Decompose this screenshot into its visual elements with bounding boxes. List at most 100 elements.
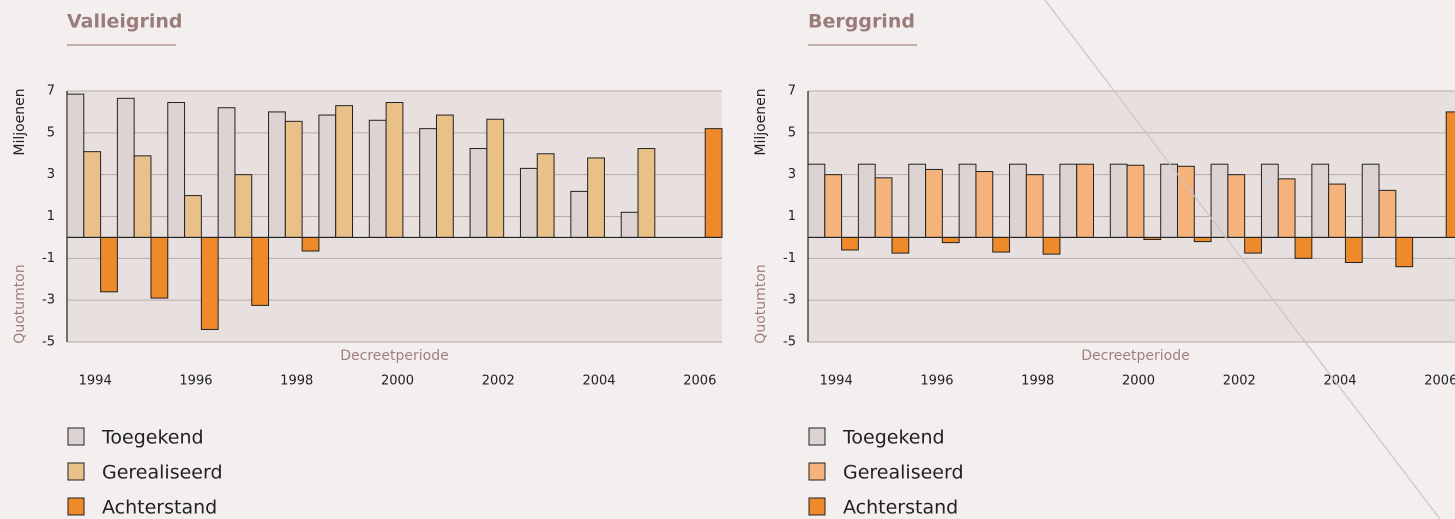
- x-tick-label: 2002: [1223, 374, 1256, 389]
- bar: [1294, 236, 1313, 259]
- legend-swatch: [67, 497, 85, 516]
- bar: [167, 102, 186, 238]
- bar: [419, 128, 437, 238]
- bar: [587, 157, 605, 238]
- x-tick-label: 1996: [179, 374, 212, 389]
- bar: [385, 102, 404, 238]
- bar: [368, 119, 387, 238]
- bar: [66, 93, 85, 238]
- legend-label: Gerealiseerd: [102, 462, 223, 484]
- bar: [908, 163, 927, 238]
- x-tick-label: 1998: [280, 374, 313, 389]
- y-axis-label: Miljoenen: [753, 88, 769, 155]
- bar: [486, 118, 505, 238]
- legend-swatch: [808, 497, 826, 516]
- bar: [1193, 236, 1212, 243]
- bar: [874, 177, 893, 238]
- decoration-line: [1044, 0, 1441, 519]
- bar: [1361, 163, 1380, 238]
- bar: [318, 114, 337, 238]
- bar: [1009, 163, 1027, 238]
- bar: [637, 148, 656, 238]
- x-tick-label: 1994: [79, 374, 112, 389]
- legend-label: Achterstand: [843, 497, 958, 519]
- y-tick-label: 5: [788, 125, 796, 140]
- bar: [184, 195, 202, 238]
- bar: [200, 236, 219, 330]
- bar: [536, 153, 555, 238]
- bar: [824, 174, 843, 238]
- bar: [435, 114, 454, 238]
- y-tick-label: -5: [783, 335, 796, 350]
- y-tick-label: -3: [42, 293, 55, 308]
- x-tick-label: 2000: [381, 374, 414, 389]
- y-tick-label: -3: [783, 293, 796, 308]
- chart-title: Valleigrind: [67, 11, 183, 33]
- y-axis-label-negative: Quotumton: [753, 264, 769, 343]
- bar: [1109, 163, 1128, 238]
- y-tick-label: 5: [47, 125, 55, 140]
- bar: [1160, 163, 1178, 238]
- x-axis-label: Decreetperiode: [1081, 348, 1189, 364]
- bar: [519, 167, 538, 238]
- y-tick-label: 7: [788, 84, 796, 99]
- bar: [100, 236, 118, 293]
- y-tick-label: -5: [42, 335, 55, 350]
- x-tick-label: 2006: [683, 374, 716, 389]
- legend-swatch: [808, 462, 826, 481]
- x-tick-label: 2004: [582, 374, 615, 389]
- x-tick-label: 2002: [482, 374, 515, 389]
- bar: [807, 163, 826, 238]
- bar: [570, 190, 589, 238]
- bar: [1227, 174, 1246, 238]
- bar: [116, 97, 135, 238]
- legend-label: Achterstand: [102, 497, 217, 519]
- bar: [1311, 163, 1330, 238]
- y-tick-label: -1: [783, 251, 796, 266]
- bar: [284, 120, 303, 238]
- chart-title: Berggrind: [808, 11, 915, 33]
- bar: [1378, 189, 1397, 238]
- bar: [469, 148, 488, 238]
- bar: [301, 236, 320, 252]
- bar: [234, 174, 253, 238]
- x-tick-label: 2004: [1323, 374, 1356, 389]
- bar: [1059, 163, 1078, 238]
- bar: [1260, 163, 1279, 238]
- x-axis-label: Decreetperiode: [340, 348, 448, 364]
- legend-swatch: [67, 462, 85, 481]
- bar: [1395, 236, 1414, 268]
- bar: [1210, 163, 1229, 238]
- bar: [1445, 111, 1455, 238]
- bar: [1042, 236, 1061, 255]
- x-tick-label: 2000: [1122, 374, 1155, 389]
- y-tick-label: 1: [47, 209, 55, 224]
- legend-label: Toegekend: [842, 427, 945, 449]
- bar: [133, 155, 152, 238]
- x-tick-label: 1996: [920, 374, 953, 389]
- bar: [857, 163, 876, 238]
- bar: [1025, 174, 1044, 238]
- y-tick-label: 3: [47, 167, 55, 182]
- bar: [941, 236, 960, 244]
- legend-label: Toegekend: [101, 427, 204, 449]
- bar: [251, 236, 270, 306]
- bar: [992, 236, 1011, 253]
- x-tick-label: 1994: [820, 374, 853, 389]
- bar: [83, 151, 102, 238]
- bar: [704, 128, 723, 238]
- bar: [1277, 178, 1296, 238]
- bar: [841, 236, 859, 251]
- y-tick-label: 1: [788, 209, 796, 224]
- legend-swatch: [67, 427, 85, 446]
- x-tick-label: 2006: [1424, 374, 1455, 389]
- bar: [891, 236, 910, 254]
- bar: [1328, 183, 1346, 238]
- bar: [975, 171, 994, 238]
- bar: [958, 163, 977, 238]
- bar: [217, 107, 236, 238]
- bar: [150, 236, 169, 299]
- y-axis-label-negative: Quotumton: [12, 264, 28, 343]
